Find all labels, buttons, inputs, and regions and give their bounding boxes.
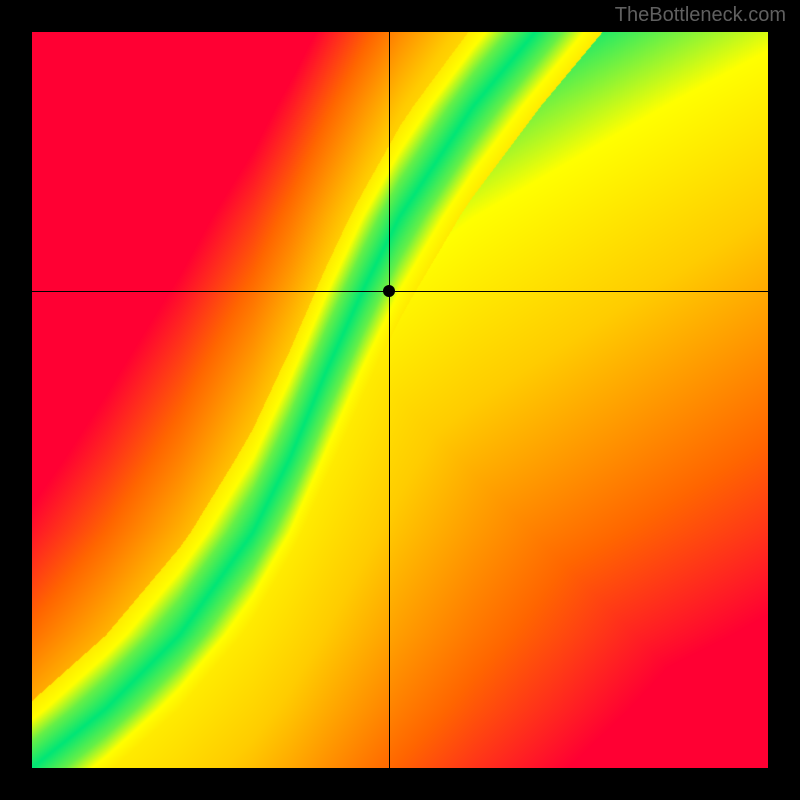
heatmap-plot bbox=[32, 32, 768, 768]
watermark-text: TheBottleneck.com bbox=[615, 4, 786, 27]
heatmap-canvas bbox=[32, 32, 768, 768]
crosshair-horizontal bbox=[32, 291, 768, 292]
crosshair-marker bbox=[383, 285, 395, 297]
crosshair-vertical bbox=[389, 32, 390, 768]
chart-container: TheBottleneck.com bbox=[0, 0, 800, 800]
